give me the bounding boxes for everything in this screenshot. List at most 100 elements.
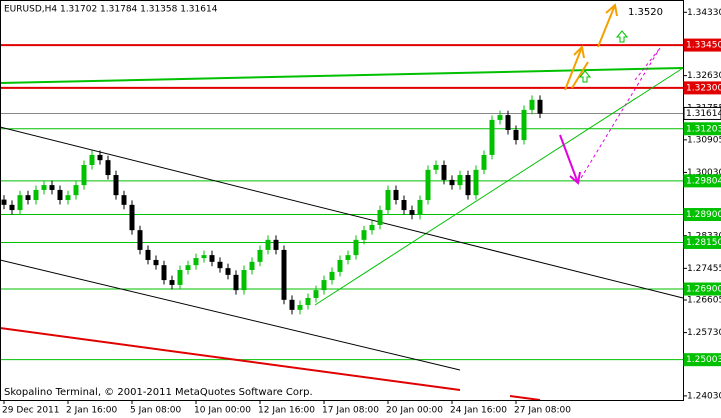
x-tick-label: 5 Jan 08:00 — [130, 406, 182, 416]
candle-body — [433, 164, 439, 170]
candle-body — [449, 179, 455, 186]
candle-body — [193, 258, 199, 266]
channel-line — [0, 126, 684, 299]
candle-body — [513, 129, 519, 141]
candle-body — [497, 115, 503, 120]
level-box — [683, 81, 721, 95]
level-label: 1.31203 — [686, 124, 721, 134]
level-label: 1.32300 — [686, 83, 721, 93]
arrow — [564, 3, 618, 91]
level-label: 1.31614 — [686, 109, 721, 119]
arrow-icon — [578, 30, 629, 83]
level-box — [683, 208, 721, 222]
level-box — [683, 174, 721, 188]
candle-body — [169, 280, 175, 285]
level-box — [683, 106, 721, 120]
channel-line — [0, 259, 461, 371]
candle-body — [369, 224, 375, 231]
candle-body — [377, 210, 383, 225]
candle-body — [321, 280, 327, 291]
level-box — [683, 38, 721, 52]
candle-body — [25, 195, 31, 200]
candle-body — [337, 259, 343, 272]
candle-body — [257, 249, 263, 262]
x-tick-label: 2 Jan 16:00 — [66, 406, 118, 416]
arrow — [577, 47, 661, 184]
level-label: 1.33450 — [686, 41, 721, 51]
level-label: 1.29804 — [686, 176, 721, 186]
candle-body — [65, 195, 71, 200]
footer: Skopalino Terminal, © 2001-2011 MetaQuot… — [4, 387, 313, 398]
candle-body — [105, 160, 111, 176]
candle-body — [281, 249, 287, 300]
candle-body — [409, 210, 415, 215]
candles — [1, 95, 543, 315]
x-tick-label: 27 Jan 08:00 — [514, 406, 571, 416]
trend-line — [314, 67, 684, 306]
candle-body — [361, 230, 367, 240]
level-box — [683, 353, 721, 367]
candle-body — [209, 255, 215, 262]
candle-body — [401, 200, 407, 211]
chart-title: EURUSD,H4 1.31702 1.31784 1.31358 1.3161… — [4, 5, 218, 15]
level-label: 1.28900 — [686, 210, 721, 220]
x-tick-label: 29 Dec 2011 — [2, 406, 60, 416]
y-tick-label: 1.27455 — [687, 264, 721, 274]
candle-body — [297, 305, 303, 310]
level-box — [683, 235, 721, 249]
y-tick-label: 1.24030 — [687, 391, 721, 401]
candle-body — [345, 255, 351, 260]
candle-body — [489, 119, 495, 155]
y-tick-label: 1.26605 — [687, 296, 721, 306]
candle-body — [329, 271, 335, 281]
candle-body — [153, 259, 159, 266]
channel-line — [0, 327, 461, 391]
candle-body — [393, 189, 399, 200]
candle-body — [241, 270, 247, 291]
candle-body — [97, 154, 103, 161]
candle-body — [89, 154, 95, 165]
candle-body — [505, 115, 511, 130]
x-tick-label: 20 Jan 00:00 — [386, 406, 443, 416]
candle-body — [73, 185, 79, 196]
candle-body — [473, 169, 479, 196]
channel-line — [509, 395, 541, 401]
candle-body — [177, 270, 183, 285]
candle-body — [81, 164, 87, 186]
annotation: 1.3520 — [628, 7, 663, 18]
candle-body — [417, 200, 423, 215]
candle-body — [121, 195, 127, 205]
candle-body — [465, 175, 471, 196]
candle-body — [289, 299, 295, 310]
candle-body — [113, 175, 119, 196]
candle-body — [313, 290, 319, 298]
candle-body — [9, 204, 15, 211]
y-tick-label: 1.34330 — [687, 8, 721, 18]
trend-line — [0, 67, 684, 84]
candle-body — [185, 265, 191, 271]
level-box — [683, 282, 721, 296]
candle-body — [537, 99, 543, 114]
x-tick-label: 12 Jan 16:00 — [258, 406, 315, 416]
candle-body — [425, 169, 431, 200]
candle-body — [353, 239, 359, 256]
candle-body — [441, 164, 447, 180]
candle-body — [1, 199, 7, 205]
candle-body — [521, 109, 527, 141]
level-label: 1.26900 — [686, 285, 721, 295]
x-tick-label: 17 Jan 08:00 — [322, 406, 379, 416]
candle-body — [17, 195, 23, 211]
candle-body — [41, 185, 47, 190]
plot-frame — [0, 0, 684, 401]
level-label: 1.28150 — [686, 238, 721, 248]
y-tick-label: 1.32630 — [687, 71, 721, 81]
y-tick-label: 1.30030 — [687, 168, 721, 178]
candle-body — [57, 189, 63, 200]
candle-body — [225, 268, 231, 275]
candle-body — [273, 239, 279, 250]
candle-body — [49, 185, 55, 190]
candle-body — [137, 230, 143, 250]
candle-body — [457, 175, 463, 186]
candle-body — [265, 239, 271, 250]
